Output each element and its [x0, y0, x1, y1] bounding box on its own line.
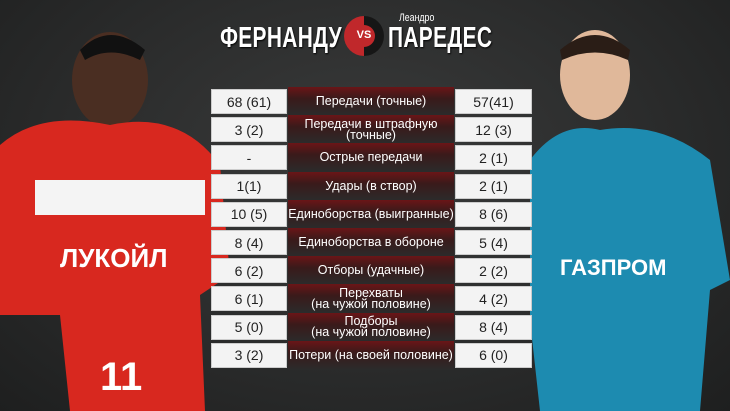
stat-label: Потери (на своей половине) — [288, 340, 454, 370]
stat-row: 3 (2) Потери (на своей половине) 6 (0) — [211, 340, 532, 370]
right-value: 8 (4) — [455, 314, 532, 340]
left-player-name: ФЕРНАНДУ — [220, 22, 342, 54]
right-value: 6 (0) — [455, 342, 532, 368]
stat-label: Отборы (удачные) — [288, 256, 454, 286]
vs-badge: VS — [344, 16, 384, 56]
stat-row: 10 (5) Единоборства (выигранные) 8 (6) — [211, 199, 532, 229]
right-value: 57(41) — [455, 89, 532, 114]
right-value: 4 (2) — [455, 286, 532, 312]
left-value: 6 (2) — [211, 258, 287, 284]
stat-row: 68 (61) Передачи (точные) 57(41) — [211, 87, 532, 116]
stat-label: Единоборства (выигранные) — [288, 199, 454, 229]
stat-row: - Острые передачи 2 (1) — [211, 143, 532, 173]
stat-label: Удары (в створ) — [288, 171, 454, 201]
left-value: 68 (61) — [211, 89, 287, 114]
vs-text: VS — [356, 29, 372, 41]
left-value: - — [211, 145, 287, 171]
left-value: 5 (0) — [211, 314, 287, 340]
right-value: 2 (2) — [455, 258, 532, 284]
left-value: 10 (5) — [211, 201, 287, 227]
stat-label: Передачи в штрафную (точные) — [288, 115, 454, 145]
stat-label: Единоборства в обороне — [288, 228, 454, 257]
right-player-name: ПАРЕДЕС — [388, 22, 493, 54]
left-value: 6 (1) — [211, 286, 287, 312]
sponsor-logo: ГАЗПРОМ — [560, 255, 666, 280]
stat-label: Перехваты (на чужой половине) — [288, 284, 454, 314]
left-value: 3 (2) — [211, 117, 287, 143]
shirt-number: 11 — [100, 355, 142, 399]
right-player-first-name: Леандро — [399, 12, 435, 24]
stat-label: Передачи (точные) — [288, 87, 454, 116]
right-value: 2 (1) — [455, 173, 532, 199]
left-value: 3 (2) — [211, 342, 287, 368]
right-value: 12 (3) — [455, 117, 532, 143]
player-left-photo: ЛУКОЙЛ 11 — [0, 32, 230, 411]
left-value: 8 (4) — [211, 230, 287, 255]
stat-row: 6 (2) Отборы (удачные) 2 (2) — [211, 256, 532, 286]
stat-label: Острые передачи — [288, 143, 454, 173]
sponsor-logo: ЛУКОЙЛ — [60, 243, 167, 273]
left-value: 1(1) — [211, 173, 287, 199]
right-value: 8 (6) — [455, 201, 532, 227]
right-value: 2 (1) — [455, 145, 532, 171]
stat-row: 5 (0) Подборы (на чужой половине) 8 (4) — [211, 312, 532, 342]
stat-row: 1(1) Удары (в створ) 2 (1) — [211, 171, 532, 201]
right-value: 5 (4) — [455, 230, 532, 255]
stat-row: 6 (1) Перехваты (на чужой половине) 4 (2… — [211, 284, 532, 314]
player-right-photo: ГАЗПРОМ — [530, 30, 730, 411]
stat-label: Подборы (на чужой половине) — [288, 312, 454, 342]
stat-row: 8 (4) Единоборства в обороне 5 (4) — [211, 228, 532, 257]
stat-row: 3 (2) Передачи в штрафную (точные) 12 (3… — [211, 115, 532, 145]
